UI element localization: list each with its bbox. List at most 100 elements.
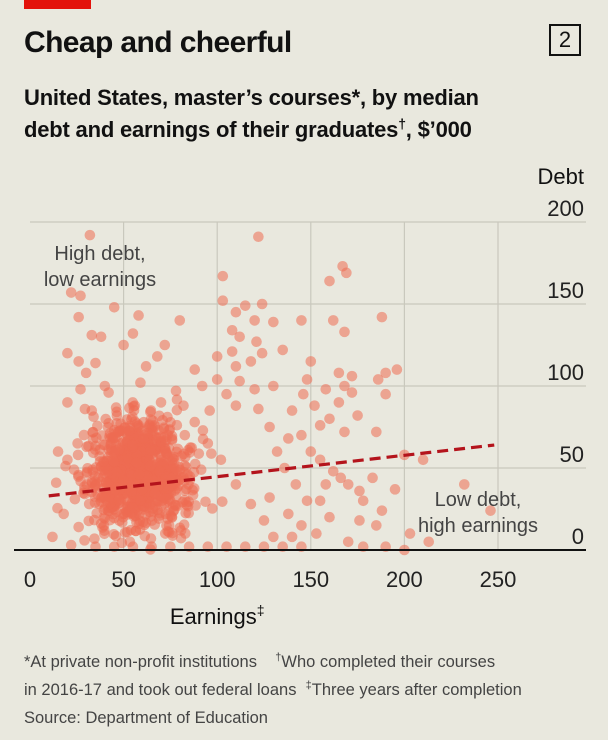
data-point [72, 449, 84, 461]
data-point [245, 498, 257, 510]
data-point [135, 377, 146, 389]
data-point [111, 506, 122, 518]
data-point [108, 456, 120, 467]
data-point [108, 301, 120, 313]
data-point [239, 300, 251, 311]
data-point [109, 484, 121, 496]
data-point [127, 502, 138, 513]
data-point [286, 405, 298, 416]
data-point [89, 533, 100, 544]
data-point [327, 465, 339, 477]
y-axis-label: Debt [538, 164, 584, 189]
data-point [253, 231, 264, 243]
data-point [189, 458, 201, 470]
data-point [159, 432, 170, 443]
data-point [155, 451, 167, 462]
trend-line [48, 443, 495, 498]
y-tick-labels: 0 50 100 150 200 [547, 196, 584, 549]
subtitle-line-2: debt and earnings of their graduates [24, 117, 399, 142]
data-point [78, 429, 90, 441]
data-point [286, 531, 298, 543]
data-point [283, 433, 294, 444]
data-point [62, 347, 73, 359]
data-point [371, 520, 382, 531]
x-tick-label: 0 [24, 567, 36, 592]
data-point [249, 315, 260, 326]
data-point [298, 388, 309, 400]
data-point [146, 496, 158, 507]
data-point [417, 454, 429, 466]
data-point [197, 425, 209, 436]
data-point [234, 375, 245, 387]
data-point [84, 229, 96, 241]
data-point [129, 416, 141, 427]
x-axis-label: Earnings‡ [170, 602, 265, 629]
data-point [335, 472, 347, 484]
data-point [189, 416, 201, 428]
data-point [333, 397, 345, 408]
data-point [146, 515, 158, 526]
data-point [138, 416, 150, 428]
data-point [127, 439, 138, 451]
data-point [87, 466, 99, 478]
data-point [159, 339, 171, 351]
data-point [103, 387, 114, 398]
data-point [193, 448, 205, 459]
data-point [352, 410, 363, 421]
data-point [342, 536, 354, 548]
data-point [102, 421, 114, 433]
data-point [346, 387, 358, 398]
data-point [75, 383, 86, 395]
data-point [249, 383, 260, 395]
data-point [96, 430, 108, 441]
y-tick-label: 200 [547, 196, 584, 221]
data-point [215, 454, 227, 466]
x-tick-label: 100 [199, 567, 236, 592]
y-tick-label: 0 [572, 524, 584, 549]
data-point [371, 426, 382, 438]
data-point [314, 420, 326, 431]
data-point [253, 403, 264, 415]
y-tick-label: 150 [547, 278, 584, 303]
annotations: High debt, low earnings Low debt, high earn… [44, 243, 538, 537]
data-point [155, 397, 167, 408]
data-point [314, 495, 326, 507]
data-point [99, 492, 111, 504]
data-point [279, 462, 290, 474]
data-point [162, 411, 173, 423]
data-point [179, 429, 191, 441]
data-point [459, 479, 470, 490]
data-point [123, 425, 135, 436]
data-point [109, 432, 120, 443]
data-point [258, 515, 270, 526]
data-point [380, 367, 391, 379]
data-point [324, 511, 335, 523]
data-point [175, 525, 187, 536]
data-point [305, 356, 317, 367]
annotation-high-debt: High debt, low earnings [44, 243, 156, 291]
data-point [404, 528, 416, 539]
x-axis-label-text: Earnings [170, 604, 257, 629]
data-point [181, 497, 192, 508]
data-point [65, 539, 77, 551]
data-point [268, 316, 279, 328]
data-point [207, 503, 218, 514]
data-point [324, 413, 335, 425]
data-point [380, 388, 391, 400]
data-point [110, 530, 122, 542]
data-point [268, 531, 279, 543]
data-point [145, 445, 157, 456]
data-point [264, 421, 275, 433]
data-point [135, 495, 146, 506]
data-point [171, 419, 183, 431]
data-point [346, 370, 358, 382]
x-tick-label: 200 [386, 567, 423, 592]
data-point [180, 507, 191, 519]
data-point [86, 329, 98, 341]
y-tick-label: 100 [547, 360, 584, 385]
data-point [283, 508, 294, 520]
data-point [145, 405, 157, 416]
data-point [80, 367, 92, 379]
data-point [226, 346, 238, 357]
data-point [88, 447, 99, 459]
